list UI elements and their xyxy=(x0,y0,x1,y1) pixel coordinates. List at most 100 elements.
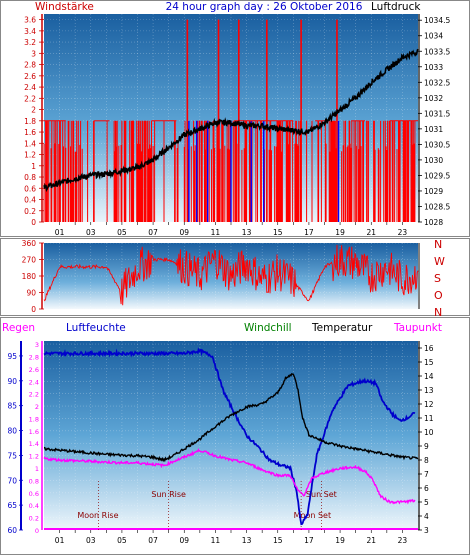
regen-tick-label: 1.8 xyxy=(29,415,39,423)
x-tick-label: 23 xyxy=(398,536,408,545)
x-tick-label: 21 xyxy=(366,228,376,237)
x-tick-label: 07 xyxy=(148,536,158,545)
left-tick-label: 0 xyxy=(31,218,36,227)
left-tick-label: 1.2 xyxy=(24,151,36,160)
temp-tick-label: 16 xyxy=(424,344,434,353)
right-tick-label: 1030.5 xyxy=(424,140,450,149)
temp-tick-label: 13 xyxy=(424,386,434,395)
pressure-line xyxy=(43,48,419,193)
x-tick-label: 09 xyxy=(179,536,189,545)
windchill-label: Windchill xyxy=(244,322,292,334)
temp-tick-label: 12 xyxy=(424,400,434,409)
right-tick-label: 1028.5 xyxy=(424,202,450,211)
dir-tick-label: 0 xyxy=(31,305,36,314)
dir-tick-label: 360 xyxy=(22,239,37,248)
series-1 xyxy=(43,19,419,222)
x-tick-label: 15 xyxy=(273,536,283,545)
humidity-tick-label: 75 xyxy=(7,451,17,460)
temperatur-label: Temperatur xyxy=(311,322,373,334)
regen-tick-label: 2.2 xyxy=(29,391,39,399)
x-tick-label: 01 xyxy=(55,536,65,545)
dewpoint-line xyxy=(43,448,416,505)
dir-tick-label: 90 xyxy=(26,289,36,298)
right-tick-label: 1029 xyxy=(424,187,443,196)
left-tick-label: 3.6 xyxy=(24,16,36,25)
humidity-tick-label: 65 xyxy=(7,501,17,510)
left-tick-label: 3.4 xyxy=(24,27,36,36)
right-tick-label: 1030 xyxy=(424,156,443,165)
temp-tick-label: 4 xyxy=(424,512,429,521)
x-tick-label: 11 xyxy=(211,228,221,237)
x-tick-label: 23 xyxy=(398,228,408,237)
right-tick-label: 1032 xyxy=(424,94,443,103)
humidity-tick-label: 60 xyxy=(7,526,17,535)
left-tick-label: 2.2 xyxy=(24,94,36,103)
temp-tick-label: 11 xyxy=(424,414,434,423)
x-tick-label: 15 xyxy=(273,228,283,237)
regen-tick-label: 0.2 xyxy=(29,515,39,523)
x-tick-label: 05 xyxy=(117,228,127,237)
humidity-tick-label: 95 xyxy=(7,352,17,361)
regen-tick-label: 2.8 xyxy=(29,353,39,361)
humidity-tick-label: 70 xyxy=(7,476,17,485)
right-axis-title: Luftdruck xyxy=(371,1,421,13)
chart-title: 24 hour graph day : 26 Oktober 2016 xyxy=(166,1,363,13)
right-tick-label: 1028 xyxy=(424,218,443,227)
temp-tick-label: 7 xyxy=(424,470,429,479)
left-tick-label: 2 xyxy=(31,106,36,115)
left-tick-label: 1.8 xyxy=(24,117,36,126)
left-tick-label: 0.6 xyxy=(24,184,36,193)
x-tick-label: 17 xyxy=(304,228,314,237)
compass-label: N xyxy=(434,238,442,251)
compass-label: S xyxy=(434,272,441,285)
luftfeuchte-label: Luftfeuchte xyxy=(66,322,126,334)
regen-label: Regen xyxy=(2,322,35,334)
plot-area-3 xyxy=(44,341,418,530)
left-axis-title: Windstärke xyxy=(35,1,94,13)
humidity-tick-label: 90 xyxy=(7,377,17,386)
left-tick-label: 1.4 xyxy=(24,139,36,148)
right-tick-label: 1031 xyxy=(424,125,443,134)
regen-tick-label: 0.4 xyxy=(29,502,39,510)
left-tick-label: 2.4 xyxy=(24,83,36,92)
x-tick-label: 03 xyxy=(86,228,96,237)
axes-1: 0 0.2 0.4 0.6 0.8 1 1.2 1.4 1.6 1.8 2 2.2 2.4 2.6 2.8 3… xyxy=(24,14,450,237)
regen-tick-label: 1.2 xyxy=(29,453,39,461)
regen-tick-label: 2.6 xyxy=(29,366,39,374)
dir-tick-label: 180 xyxy=(22,272,37,281)
x-tick-label: 01 xyxy=(55,228,65,237)
regen-tick-label: 1.4 xyxy=(29,440,39,448)
x-tick-label: 17 xyxy=(304,536,314,545)
x-tick-label: 05 xyxy=(117,536,127,545)
compass-label: N xyxy=(434,306,442,319)
left-tick-label: 1.6 xyxy=(24,128,36,137)
regen-tick-label: 1.6 xyxy=(29,428,39,436)
x-tick-label: 07 xyxy=(148,228,158,237)
regen-tick-label: 0.6 xyxy=(29,490,39,498)
temp-tick-label: 14 xyxy=(424,372,434,381)
left-tick-label: 0.2 xyxy=(24,207,36,216)
humidity-tick-label: 85 xyxy=(7,402,17,411)
compass-label: O xyxy=(434,289,443,302)
right-tick-label: 1034.5 xyxy=(424,16,450,25)
temp-tick-label: 8 xyxy=(424,456,429,465)
left-tick-label: 2.6 xyxy=(24,72,36,81)
humidity-tick-label: 80 xyxy=(7,427,17,436)
annotation-label: Sun Rise xyxy=(151,490,186,499)
x-tick-label: 09 xyxy=(179,228,189,237)
wind-direction-line xyxy=(43,244,419,306)
left-tick-label: 1 xyxy=(31,162,36,171)
taupunkt-label: Taupunkt xyxy=(393,322,442,334)
temp-tick-label: 15 xyxy=(424,358,434,367)
humidity-line xyxy=(43,347,416,526)
regen-tick-label: 2 xyxy=(35,403,39,411)
x-tick-label: 13 xyxy=(242,228,252,237)
series-3: Moon Rise Sun Rise Sun Set Moon Set xyxy=(43,347,419,530)
temp-tick-label: 5 xyxy=(424,498,429,507)
temp-tick-label: 9 xyxy=(424,442,429,451)
regen-tick-label: 2.4 xyxy=(29,378,39,386)
right-tick-label: 1029.5 xyxy=(424,171,450,180)
right-tick-label: 1032.5 xyxy=(424,78,450,87)
